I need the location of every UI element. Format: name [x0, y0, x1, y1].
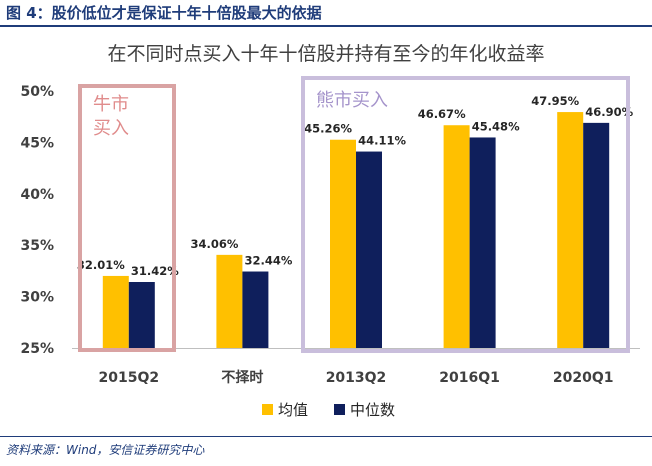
- y-tick-label: 35%: [20, 238, 54, 254]
- bar-median-1: [242, 271, 269, 348]
- data-label-median-0: 31.42%: [131, 264, 179, 278]
- y-tick-label: 45%: [20, 135, 54, 151]
- chart-title: 在不同时点买入十年十倍股并持有至今的年化收益率: [107, 43, 544, 65]
- bar-mean-3: [443, 125, 470, 349]
- legend-swatch-mean: [262, 404, 273, 415]
- data-label-mean-3: 46.67%: [418, 107, 466, 121]
- x-tick-label: 2020Q1: [553, 370, 614, 386]
- y-tick-label: 25%: [20, 341, 54, 357]
- bar-mean-2: [330, 139, 356, 348]
- x-tick-label: 不择时: [221, 369, 263, 386]
- y-tick-label: 50%: [20, 84, 54, 100]
- x-tick-label: 2015Q2: [98, 370, 159, 386]
- data-label-mean-0: 32.01%: [77, 258, 125, 272]
- bull-market-label: 牛市: [93, 94, 129, 115]
- bar-median-3: [469, 137, 496, 348]
- bars: [102, 112, 610, 349]
- x-tick-label: 2016Q1: [439, 370, 500, 386]
- data-label-median-3: 45.48%: [472, 119, 520, 133]
- y-axis: 25% 30% 35% 40% 45% 50% 2015Q2 不择时 2013Q2 2016Q1 2…: [20, 84, 640, 386]
- data-label-median-1: 32.44%: [244, 254, 292, 268]
- legend: 均值 中位数: [262, 401, 395, 419]
- x-tick-label: 2013Q2: [326, 370, 387, 386]
- bull-market-box: [78, 84, 176, 352]
- data-label-mean-4: 47.95%: [531, 94, 579, 108]
- chart: 在不同时点买入十年十倍股并持有至今的年化收益率 25% 30% 35% 40% 45% 5…: [20, 43, 640, 419]
- title-rule: [0, 25, 652, 27]
- bear-market-label: 熊市买入: [316, 90, 388, 111]
- bar-mean-0: [102, 275, 129, 348]
- data-label-mean-1: 34.06%: [190, 237, 238, 251]
- data-label-median-2: 44.11%: [358, 134, 406, 148]
- y-tick-label: 30%: [20, 290, 54, 306]
- figure-title: 图 4：股价低位才是保证十年十倍股最大的依据: [6, 4, 322, 22]
- source-rule: [0, 436, 652, 437]
- data-label-median-4: 46.90%: [585, 105, 633, 119]
- y-tick-label: 40%: [20, 187, 54, 203]
- bear-market-box: [301, 76, 630, 353]
- bar-median-4: [583, 122, 610, 348]
- data-labels: 32.01% 34.06% 45.26% 46.67% 47.95% 31.42% 32.4…: [77, 94, 634, 278]
- source-note: 资料来源：Wind，安信证券研究中心: [6, 443, 205, 457]
- bull-market-label: 买入: [93, 118, 129, 139]
- legend-swatch-median: [334, 404, 345, 415]
- bar-mean-1: [216, 254, 243, 348]
- data-label-mean-2: 45.26%: [304, 122, 352, 136]
- legend-label-mean: 均值: [278, 401, 308, 419]
- bar-median-0: [128, 282, 155, 348]
- legend-label-median: 中位数: [350, 401, 395, 419]
- bar-median-2: [356, 151, 382, 348]
- bar-mean-4: [557, 112, 584, 348]
